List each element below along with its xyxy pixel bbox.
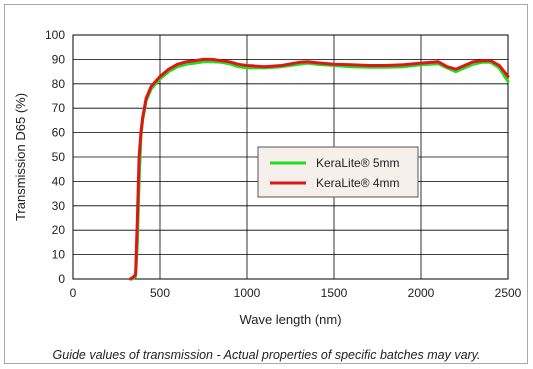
y-tick-label: 20 (52, 223, 66, 237)
chart-frame: 0 10 20 30 40 50 60 70 80 90 100 0 500 1000 1500 2000 25… (4, 4, 528, 364)
plot-area-border (72, 34, 509, 280)
y-tick-label: 70 (52, 101, 66, 115)
y-tick-label: 0 (58, 272, 65, 286)
x-tick-label: 1500 (321, 286, 348, 300)
y-tick-label: 90 (52, 52, 66, 66)
y-tick-label: 40 (52, 174, 66, 188)
x-axis-title: Wave length (nm) (239, 312, 341, 327)
y-tick-label: 10 (52, 248, 66, 262)
x-tick-label: 0 (70, 286, 77, 300)
x-tick-label: 2500 (495, 286, 522, 300)
chart-caption: Guide values of transmission - Actual pr… (52, 348, 481, 362)
y-axis-title: Transmission D65 (%) (13, 93, 28, 221)
legend-label-5mm: KeraLite® 5mm (316, 156, 400, 170)
x-tick-label: 2000 (408, 286, 435, 300)
y-tick-label: 60 (52, 126, 66, 140)
legend: KeraLite® 5mm KeraLite® 4mm (257, 146, 419, 198)
series-line-1 (128, 57, 510, 281)
legend-label-4mm: KeraLite® 4mm (316, 176, 400, 190)
y-tick-label: 30 (52, 199, 66, 213)
legend-box (257, 146, 419, 198)
y-tick-label: 50 (52, 150, 66, 164)
x-tick-label: 500 (150, 286, 170, 300)
x-tick-label: 1000 (234, 286, 261, 300)
y-tick-label: 100 (45, 28, 65, 42)
y-tick-label: 80 (52, 77, 66, 91)
series-lines (128, 57, 510, 281)
